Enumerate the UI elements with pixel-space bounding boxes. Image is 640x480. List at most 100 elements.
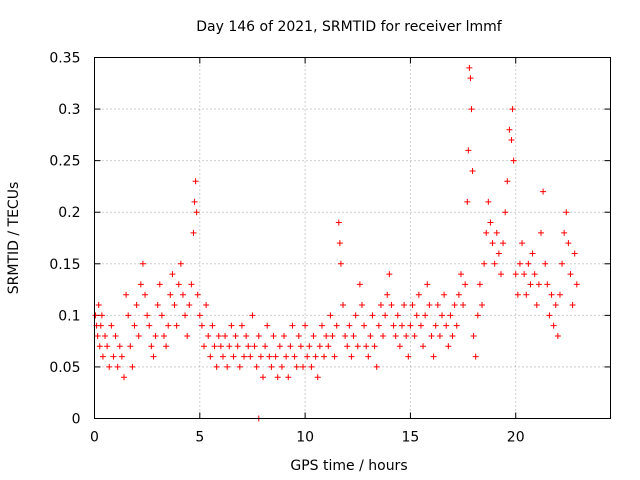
data-point <box>329 332 336 339</box>
data-point <box>175 281 182 288</box>
x-tick-label: 0 <box>90 430 99 446</box>
data-point <box>232 332 239 339</box>
data-point <box>523 291 530 298</box>
data-point <box>563 209 570 216</box>
data-point <box>245 343 252 350</box>
data-point <box>428 332 435 339</box>
data-point <box>120 374 127 381</box>
data-point <box>165 322 172 329</box>
data-point <box>479 302 486 309</box>
data-point <box>158 312 165 319</box>
data-point <box>544 281 551 288</box>
data-point <box>142 291 149 298</box>
y-tick-label: 0.05 <box>49 360 80 376</box>
data-point <box>234 343 241 350</box>
data-point <box>104 343 111 350</box>
y-tick-label: 0.3 <box>58 102 80 118</box>
data-point <box>550 322 557 329</box>
data-point <box>243 332 250 339</box>
data-point <box>96 343 103 350</box>
data-point <box>171 302 178 309</box>
data-point <box>531 271 538 278</box>
data-point <box>500 240 507 247</box>
data-point <box>361 322 368 329</box>
data-point <box>352 312 359 319</box>
data-point <box>198 322 205 329</box>
data-point <box>295 332 302 339</box>
data-point <box>125 312 132 319</box>
data-point <box>451 302 458 309</box>
data-point <box>116 343 123 350</box>
data-point <box>118 353 125 360</box>
data-point <box>535 281 542 288</box>
data-point <box>264 322 271 329</box>
data-point <box>224 363 231 370</box>
data-point <box>398 322 405 329</box>
data-point <box>514 291 521 298</box>
data-point <box>436 332 443 339</box>
data-point <box>289 322 296 329</box>
data-point <box>167 291 174 298</box>
data-point <box>226 343 233 350</box>
data-point <box>529 250 536 257</box>
data-point <box>182 312 189 319</box>
data-point <box>297 343 304 350</box>
data-point <box>217 343 224 350</box>
data-point <box>337 260 344 267</box>
y-tick-label: 0.2 <box>58 205 80 221</box>
x-axis-tick-labels: 0 5 10 15 20 <box>90 430 525 446</box>
data-point <box>333 322 340 329</box>
y-tick-label: 0.15 <box>49 257 80 273</box>
data-point <box>99 353 106 360</box>
data-point <box>392 332 399 339</box>
data-point <box>380 332 387 339</box>
data-point <box>369 312 376 319</box>
data-point <box>152 332 159 339</box>
data-point <box>108 322 115 329</box>
data-point <box>215 332 222 339</box>
data-point <box>462 281 469 288</box>
data-point <box>506 126 513 133</box>
data-point <box>179 291 186 298</box>
data-point <box>552 302 559 309</box>
data-point <box>375 322 382 329</box>
data-point <box>384 291 391 298</box>
data-point <box>401 302 408 309</box>
data-point <box>285 374 292 381</box>
data-point <box>525 260 532 267</box>
data-point <box>350 332 357 339</box>
data-point <box>542 260 549 267</box>
data-point <box>465 147 472 154</box>
data-point <box>493 229 500 236</box>
data-point <box>434 302 441 309</box>
data-point <box>230 353 237 360</box>
data-point <box>283 353 290 360</box>
data-point <box>388 302 395 309</box>
data-point <box>556 291 563 298</box>
y-axis-label: SRMTID / TECUs <box>6 182 22 295</box>
data-point <box>144 312 151 319</box>
data-point <box>540 188 547 195</box>
data-point <box>270 332 277 339</box>
data-point <box>310 332 317 339</box>
data-point <box>131 322 138 329</box>
data-point <box>504 178 511 185</box>
data-point <box>150 353 157 360</box>
data-point <box>222 332 229 339</box>
data-point <box>321 353 328 360</box>
data-point <box>546 312 553 319</box>
x-tick-label: 15 <box>402 430 420 446</box>
data-point <box>487 219 494 226</box>
data-point <box>403 332 410 339</box>
data-point <box>331 353 338 360</box>
data-point <box>409 302 416 309</box>
data-point <box>154 302 161 309</box>
data-point <box>259 374 266 381</box>
data-point <box>238 322 245 329</box>
data-point <box>133 302 140 309</box>
data-point <box>443 322 450 329</box>
data-point <box>420 343 427 350</box>
data-point <box>106 363 113 370</box>
y-tick-label: 0.25 <box>49 154 80 170</box>
